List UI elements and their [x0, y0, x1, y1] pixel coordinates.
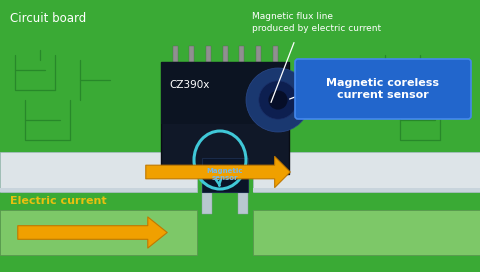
Bar	[0, 188, 197, 192]
Bar	[202, 158, 248, 192]
Bar	[223, 46, 228, 62]
Circle shape	[268, 90, 288, 110]
Bar	[253, 152, 480, 192]
Bar	[0, 152, 197, 192]
Bar	[172, 46, 178, 62]
Bar	[202, 174, 212, 214]
FancyBboxPatch shape	[295, 59, 471, 119]
Text: Magnetic
sensor: Magnetic sensor	[207, 168, 243, 181]
Text: Electric current: Electric current	[10, 196, 107, 206]
Bar	[0, 210, 197, 255]
Bar	[253, 210, 480, 255]
Circle shape	[259, 81, 297, 119]
Bar	[206, 46, 211, 62]
Bar	[238, 174, 248, 214]
Bar	[273, 46, 277, 62]
Text: Magnetic coreless
current sensor: Magnetic coreless current sensor	[326, 78, 440, 100]
Text: Circuit board: Circuit board	[10, 12, 86, 25]
Circle shape	[246, 68, 310, 132]
Bar	[161, 62, 289, 174]
Bar	[161, 62, 289, 123]
Bar	[189, 46, 194, 62]
Bar	[239, 46, 244, 62]
Text: CZ390x: CZ390x	[169, 80, 209, 90]
Text: Magnetic flux line
produced by electric current: Magnetic flux line produced by electric …	[252, 12, 381, 33]
Bar	[253, 188, 480, 192]
Bar	[256, 46, 261, 62]
